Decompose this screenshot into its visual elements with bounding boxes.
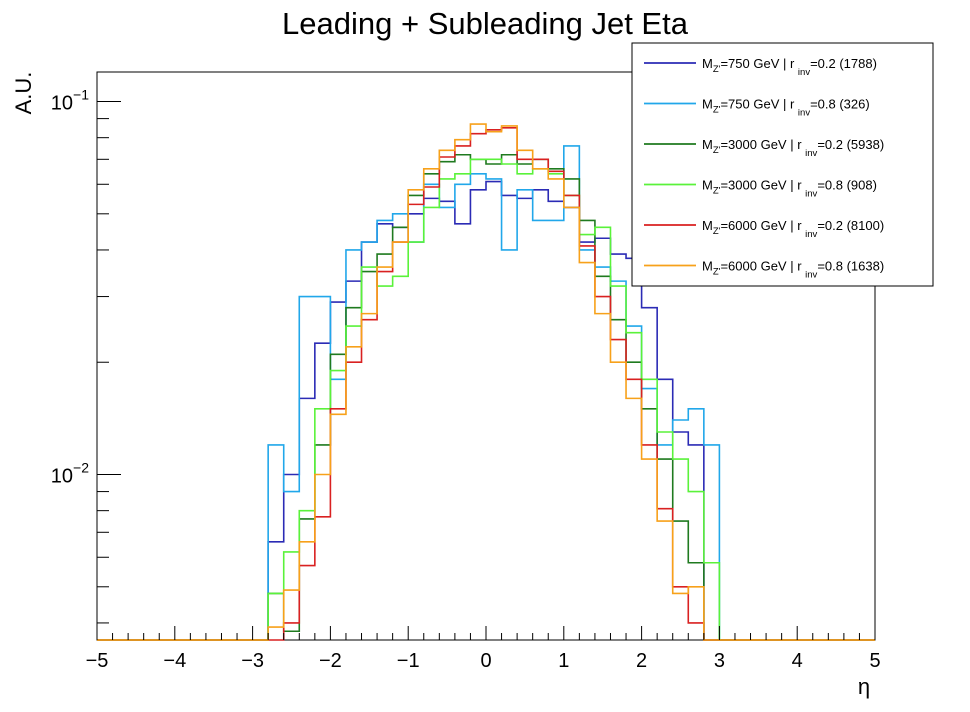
x-tick-label: −2 (319, 650, 342, 672)
legend-box (631, 42, 934, 287)
legend-entry-label: MZ'=3000 GeV | r inv=0.2 (5938) (702, 137, 884, 159)
x-tick-label: −5 (86, 650, 109, 672)
legend-entry-label: MZ'=750 GeV | r inv=0.2 (1788) (702, 56, 877, 78)
x-tick-label: 3 (714, 650, 725, 672)
x-tick-label: −1 (397, 650, 420, 672)
series-line-2 (97, 145, 875, 641)
chart-title: Leading + Subleading Jet Eta (282, 6, 689, 41)
legend: MZ'=750 GeV | r inv=0.2 (1788) MZ'=750 Ge… (631, 42, 934, 287)
series-line-1 (97, 180, 875, 641)
legend-entry-label: MZ'=750 GeV | r inv=0.8 (326) (702, 97, 870, 119)
series-line-6 (97, 123, 875, 641)
legend-entry-label: MZ'=6000 GeV | r inv=0.2 (8100) (702, 218, 884, 240)
x-tick-label: 5 (869, 650, 880, 672)
x-tick-label: 4 (792, 650, 803, 672)
x-tick-label: 2 (636, 650, 647, 672)
y-tick-label: 10−1 (51, 87, 89, 115)
series-line-4 (97, 158, 875, 641)
legend-entry-label: MZ'=6000 GeV | r inv=0.8 (1638) (702, 259, 884, 281)
x-tick-label: −4 (163, 650, 186, 672)
x-axis-label: η (858, 674, 870, 699)
x-tick-label: 0 (480, 650, 491, 672)
x-tick-label: 1 (558, 650, 569, 672)
legend-entry-label: MZ'=3000 GeV | r inv=0.8 (908) (702, 178, 877, 200)
y-axis-label: A.U. (11, 72, 36, 115)
x-tick-label: −3 (241, 650, 264, 672)
y-tick-label: 10−2 (51, 460, 89, 488)
